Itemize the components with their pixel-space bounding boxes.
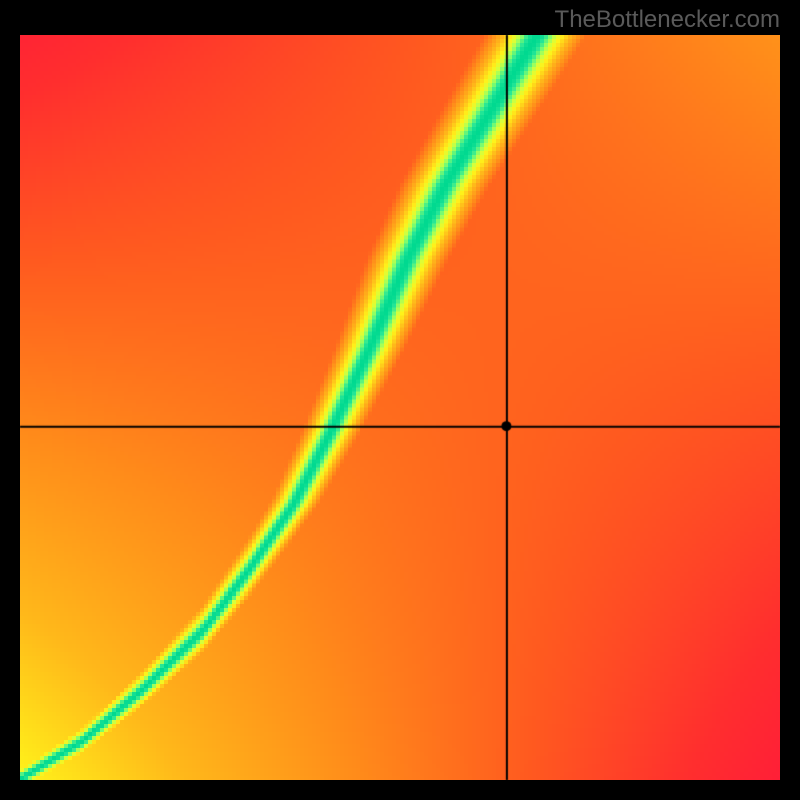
watermark-text: TheBottlenecker.com bbox=[555, 6, 780, 34]
chart-container: TheBottlenecker.com bbox=[0, 0, 800, 800]
crosshair-overlay bbox=[0, 0, 800, 800]
